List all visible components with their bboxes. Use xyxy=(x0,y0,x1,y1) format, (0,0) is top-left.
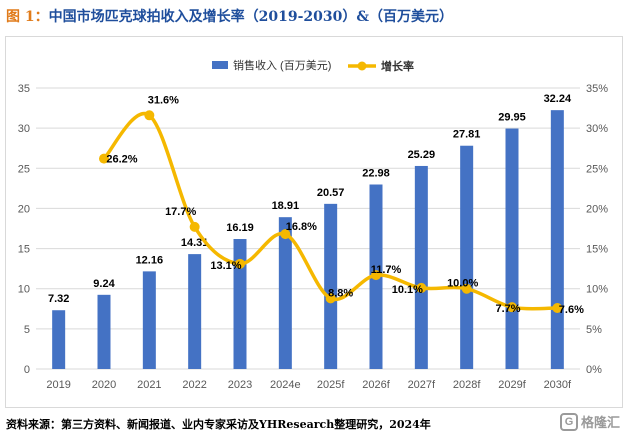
y-right-tick-label: 10% xyxy=(586,284,608,296)
bar xyxy=(550,110,564,369)
bar-data-label: 20.57 xyxy=(317,187,345,199)
bar xyxy=(414,165,428,369)
growth-data-label: 16.8% xyxy=(286,221,317,233)
x-tick-label: 2030f xyxy=(544,379,572,391)
growth-data-label: 10.1% xyxy=(392,284,423,296)
growth-point xyxy=(371,270,381,281)
bar xyxy=(278,217,292,369)
growth-point xyxy=(280,229,291,240)
legend-bar-swatch xyxy=(212,61,228,69)
growth-point xyxy=(507,302,517,313)
x-tick-label: 2027f xyxy=(408,379,436,391)
x-tick-label: 2025f xyxy=(317,379,345,391)
bar-data-label: 12.16 xyxy=(136,254,164,266)
bar xyxy=(505,128,519,369)
y-right-tick-label: 15% xyxy=(586,244,608,256)
growth-data-label: 10.0% xyxy=(447,278,478,290)
growth-data-label: 7.7% xyxy=(495,303,520,315)
growth-point xyxy=(461,283,472,294)
y-right-tick-label: 20% xyxy=(586,203,608,215)
y-left-tick-label: 35 xyxy=(18,83,30,95)
y-left-tick-label: 25 xyxy=(18,163,30,175)
x-tick-label: 2024e xyxy=(270,379,301,391)
growth-point xyxy=(416,282,427,293)
bar-data-label: 18.91 xyxy=(272,200,300,212)
x-tick-label: 2020 xyxy=(92,379,116,391)
figure-title: 中国市场匹克球拍收入及增长率（2019-2030）&（百万美元） xyxy=(48,9,454,25)
bar-data-label: 7.32 xyxy=(48,293,69,305)
growth-data-label: 31.6% xyxy=(148,94,179,106)
y-left-tick-label: 20 xyxy=(18,203,30,215)
growth-point xyxy=(325,293,336,304)
source-note: 资料来源：第三方资料、新闻报道、业内专家采访及YHResearch整理研究，20… xyxy=(6,418,431,431)
x-tick-label: 2019 xyxy=(46,379,70,391)
growth-point xyxy=(144,110,155,121)
x-tick-label: 2021 xyxy=(137,379,161,391)
y-left-tick-label: 15 xyxy=(18,244,30,256)
bar xyxy=(142,271,156,369)
growth-point xyxy=(189,221,200,232)
growth-data-label: 8.8% xyxy=(328,287,353,299)
bar xyxy=(324,203,338,369)
growth-data-label: 13.1% xyxy=(210,260,241,272)
chart-title: 图 1：中国市场匹克球拍收入及增长率（2019-2030）&（百万美元） xyxy=(6,6,453,26)
bar xyxy=(460,145,474,369)
bar xyxy=(233,239,247,369)
bar-data-label: 32.24 xyxy=(544,93,572,105)
y-left-tick-label: 10 xyxy=(18,284,30,296)
growth-point xyxy=(99,153,109,164)
bar-data-label: 25.29 xyxy=(408,149,436,161)
chart-frame xyxy=(5,36,623,408)
x-tick-label: 2023 xyxy=(228,379,252,391)
legend-line-marker xyxy=(357,61,367,71)
y-right-tick-label: 25% xyxy=(586,163,608,175)
growth-point xyxy=(552,302,563,313)
figure-label: 图 1： xyxy=(6,9,49,25)
legend-bar-label: 销售收入 (百万美元) xyxy=(233,58,331,72)
growth-point xyxy=(235,258,245,269)
bar xyxy=(52,310,66,369)
bar-data-label: 16.19 xyxy=(226,222,254,234)
legend-line-label: 增长率 xyxy=(381,59,414,73)
y-right-tick-label: 35% xyxy=(586,83,608,95)
y-right-tick-label: 0% xyxy=(586,364,602,376)
bar-data-label: 22.98 xyxy=(362,168,390,180)
growth-data-label: 26.2% xyxy=(106,154,137,166)
bar xyxy=(188,254,202,369)
bar xyxy=(97,294,111,369)
bar-data-label: 27.81 xyxy=(453,129,481,141)
y-right-tick-label: 5% xyxy=(586,324,602,336)
watermark: G 格隆汇 xyxy=(559,412,620,431)
y-left-tick-label: 0 xyxy=(24,364,30,376)
x-tick-label: 2028f xyxy=(453,379,481,391)
y-left-tick-label: 30 xyxy=(18,123,30,135)
x-tick-label: 2026f xyxy=(362,379,390,391)
growth-data-label: 11.7% xyxy=(371,264,402,276)
watermark-text: 格隆汇 xyxy=(580,415,620,430)
bar-data-label: 29.95 xyxy=(498,112,526,124)
bar-data-label: 9.24 xyxy=(93,278,115,290)
x-tick-label: 2022 xyxy=(182,379,206,391)
watermark-logo-icon: G xyxy=(559,412,578,431)
y-right-tick-label: 30% xyxy=(586,123,608,135)
x-tick-label: 2029f xyxy=(498,379,526,391)
growth-data-label: 7.6% xyxy=(559,304,584,316)
growth-data-label: 17.7% xyxy=(165,206,196,218)
y-left-tick-label: 5 xyxy=(24,324,30,336)
